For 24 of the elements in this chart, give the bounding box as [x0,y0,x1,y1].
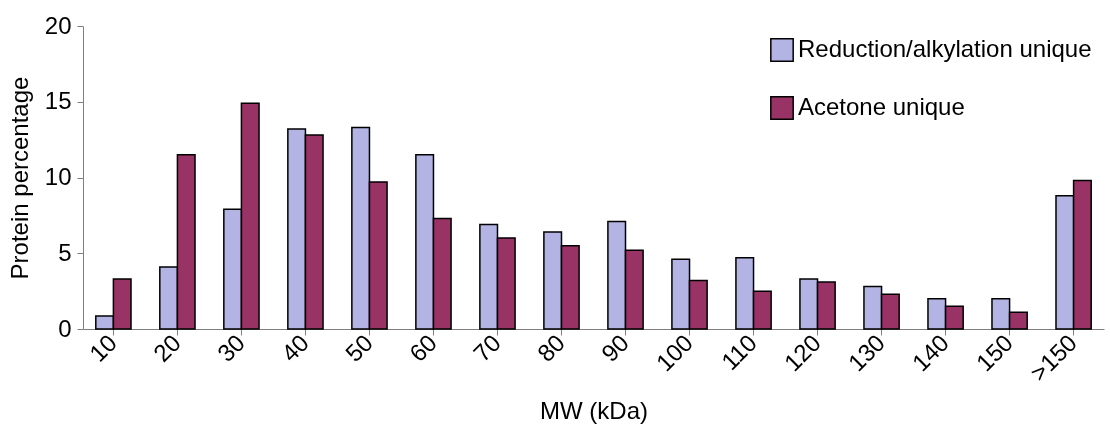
x-tick-label: 40 [275,328,314,367]
y-tick-label: 10 [44,163,72,190]
x-tick-label: 100 [650,328,698,377]
x-tick-label: 90 [596,328,634,367]
x-tick-label: 10 [83,328,122,367]
x-tick-label: 30 [211,328,250,367]
x-tick-label: 20 [147,328,186,367]
legend-label: Acetone unique [798,93,965,120]
x-tick-label: 140 [906,328,955,377]
x-tick-label: 130 [842,328,891,377]
y-tick-label: 0 [58,314,72,342]
x-tick-label: 80 [532,328,570,367]
y-axis-title: Protein percentage [5,76,33,280]
legend-label: Reduction/alkylation unique [798,35,1092,62]
y-tick-label: 5 [58,238,72,266]
x-tick-label: 150 [970,328,1019,377]
x-tick-label: 50 [339,328,378,367]
x-tick-label: 120 [778,328,827,377]
x-tick-label: 70 [467,328,506,367]
x-axis-title: MW (kDa) [540,397,648,425]
x-tick-label: 60 [403,328,442,367]
x-tick-label: 110 [715,328,763,376]
y-tick-label: 20 [44,11,72,39]
y-tick-label: 15 [44,87,72,115]
